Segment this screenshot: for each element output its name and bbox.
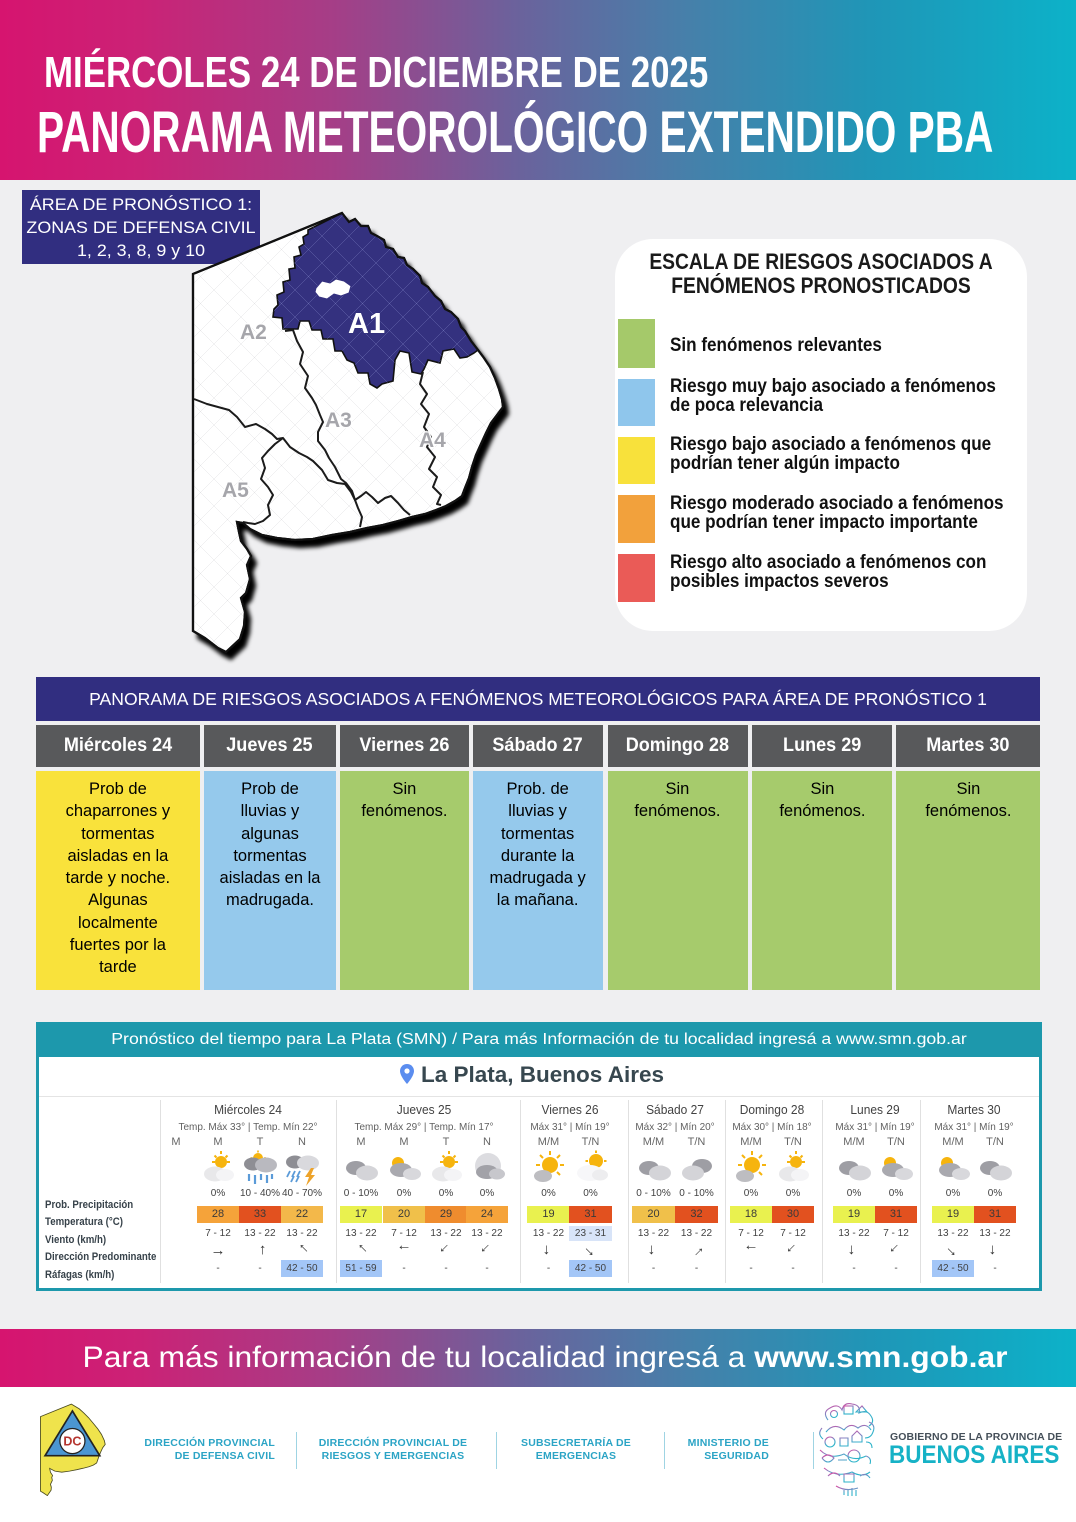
svg-text:A5: A5 — [222, 479, 249, 502]
svg-text:A4: A4 — [419, 429, 446, 452]
svg-text:A3: A3 — [325, 409, 352, 432]
svg-text:DC: DC — [63, 1435, 81, 1449]
svg-text:A1: A1 — [348, 308, 385, 340]
svg-text:A2: A2 — [240, 321, 267, 344]
